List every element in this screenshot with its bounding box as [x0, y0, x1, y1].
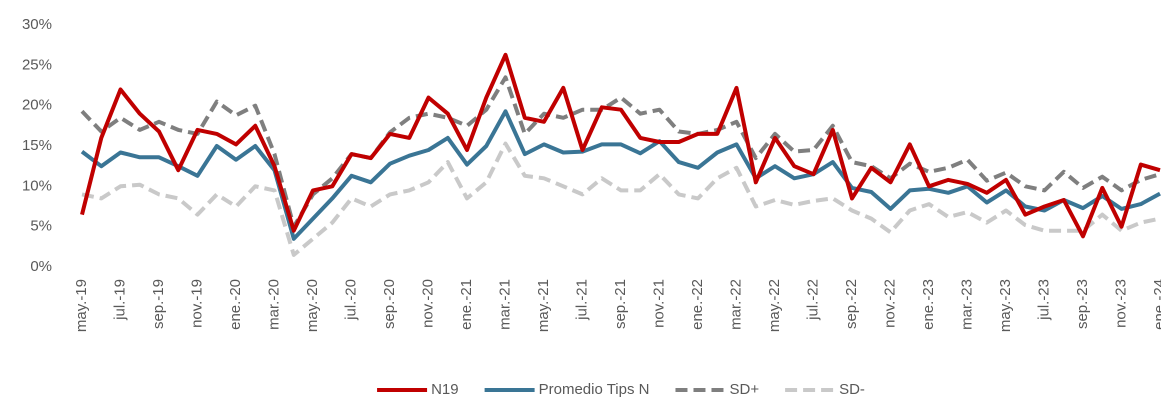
x-tick-label: nov.-22	[881, 279, 898, 328]
x-tick-label: ene.-20	[227, 279, 244, 330]
x-tick-label: sep.-20	[381, 279, 398, 329]
legend-label: Promedio Tips N	[539, 381, 650, 398]
y-tick-label: 20%	[22, 97, 52, 114]
x-tick-label: jul.-23	[1035, 279, 1052, 321]
x-tick-label: nov.-20	[419, 279, 436, 328]
x-tick-label: nov.-19	[188, 279, 205, 328]
y-tick-label: 30%	[22, 16, 52, 33]
x-tick-label: jul.-20	[342, 279, 359, 321]
x-tick-label: may.-22	[766, 279, 783, 332]
x-tick-label: may.-21	[535, 279, 552, 332]
x-tick-label: sep.-22	[843, 279, 860, 329]
x-tick-label: mar.-22	[727, 279, 744, 330]
x-tick-label: mar.-20	[265, 279, 282, 330]
legend: N19 Promedio Tips N SD+ SD-	[377, 381, 865, 398]
x-tick-label: ene.-24	[1151, 279, 1161, 330]
x-tick-label: mar.-21	[496, 279, 513, 330]
legend-label: SD-	[839, 381, 865, 398]
legend-label: SD+	[729, 381, 759, 398]
y-tick-label: 0%	[30, 258, 52, 275]
y-tick-label: 10%	[22, 177, 52, 194]
x-tick-label: jul.-19	[111, 279, 128, 321]
x-tick-label: sep.-19	[150, 279, 167, 329]
x-tick-label: sep.-23	[1074, 279, 1091, 329]
x-tick-label: nov.-23	[1112, 279, 1129, 328]
x-tick-label: ene.-21	[458, 279, 475, 330]
x-tick-label: nov.-21	[650, 279, 667, 328]
x-tick-label: sep.-21	[612, 279, 629, 329]
x-tick-label: may.-19	[73, 279, 90, 332]
x-tick-label: ene.-23	[920, 279, 937, 330]
x-tick-label: ene.-22	[689, 279, 706, 330]
x-tick-label: may.-20	[304, 279, 321, 332]
series-line	[80, 75, 1161, 229]
x-tick-label: may.-23	[997, 279, 1014, 332]
series-line	[81, 141, 1161, 257]
series-line	[80, 109, 1161, 241]
y-tick-label: 15%	[22, 137, 52, 154]
x-tick-label: mar.-23	[958, 279, 975, 330]
y-tick-label: 25%	[22, 56, 52, 73]
y-tick-label: 5%	[30, 218, 52, 235]
x-tick-label: jul.-21	[573, 279, 590, 321]
series-line	[80, 52, 1161, 239]
x-tick-label: jul.-22	[804, 279, 821, 321]
legend-label: N19	[431, 381, 459, 398]
